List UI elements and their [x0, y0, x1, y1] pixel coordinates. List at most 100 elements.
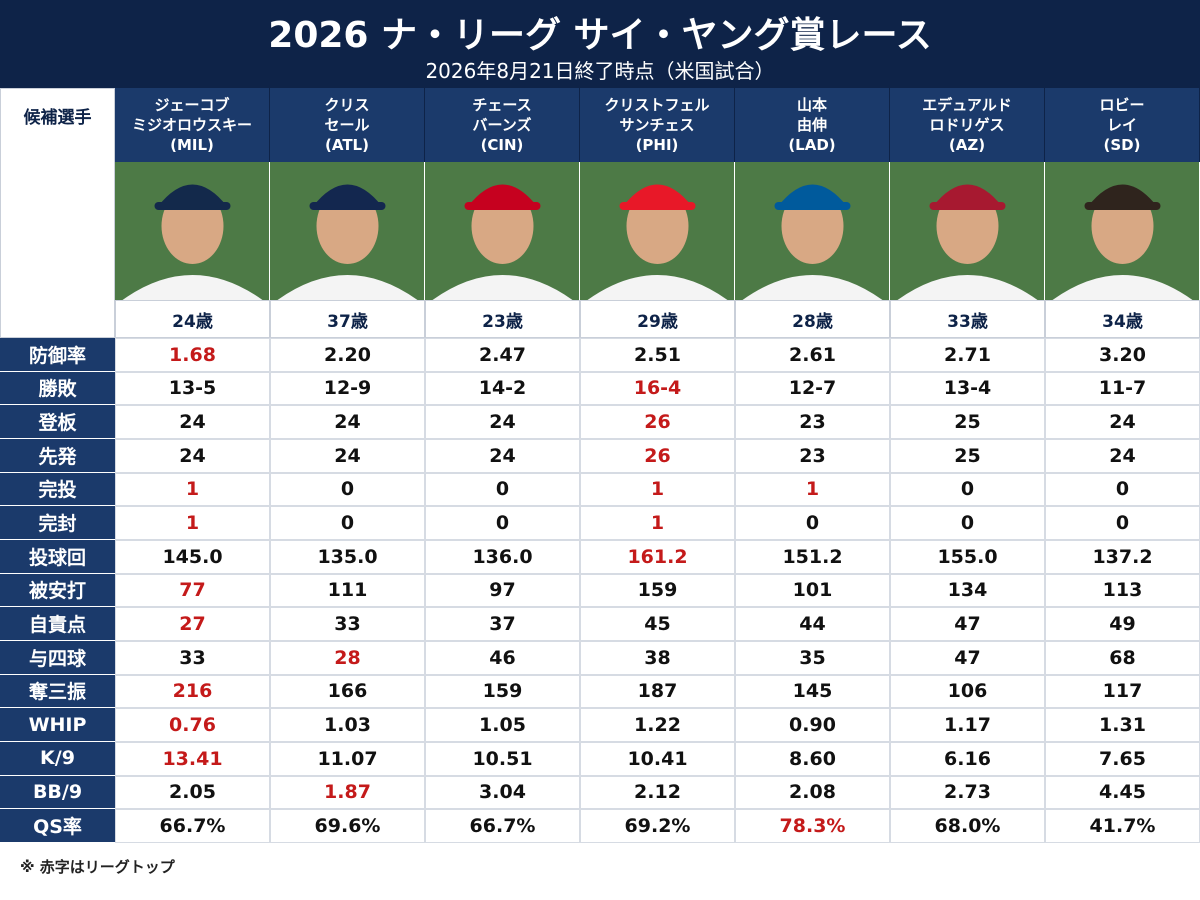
stat-cell: 26	[580, 405, 735, 439]
stat-cell: 0	[1045, 472, 1200, 507]
stat-cell: 216	[115, 674, 270, 709]
age-cell: 33歳	[890, 300, 1045, 338]
stat-cell: 38	[580, 641, 735, 675]
stat-cell: 101	[735, 573, 890, 608]
stat-cell: 25	[890, 439, 1045, 473]
player-photo	[425, 162, 580, 300]
player-name: レイ	[1106, 116, 1137, 134]
stat-cell: 24	[425, 439, 580, 473]
stat-cell: 117	[1045, 674, 1200, 709]
stat-cell: 135.0	[270, 540, 425, 574]
photo-figure	[122, 184, 263, 300]
stat-cell: 136.0	[425, 540, 580, 574]
stat-cell: 11-7	[1045, 371, 1200, 406]
stat-cell: 1	[115, 506, 270, 540]
stat-cell: 66.7%	[425, 809, 580, 843]
stat-cell: 145.0	[115, 540, 270, 574]
stat-cell: 0.76	[115, 708, 270, 742]
stat-cell: 69.2%	[580, 809, 735, 843]
stat-cell: 1.17	[890, 708, 1045, 742]
stat-cell: 24	[115, 439, 270, 473]
player-name: クリス	[324, 96, 370, 114]
stat-cell: 13.41	[115, 742, 270, 776]
player-name: 由伸	[796, 116, 827, 134]
row-label: 防御率	[0, 338, 115, 372]
stat-cell: 24	[1045, 405, 1200, 439]
stat-cell: 66.7%	[115, 809, 270, 843]
stat-cell: 0	[425, 506, 580, 540]
player-photo	[735, 162, 890, 300]
stat-cell: 106	[890, 674, 1045, 709]
stat-cell: 46	[425, 641, 580, 675]
stat-cell: 13-4	[890, 371, 1045, 406]
photo-figure	[277, 184, 418, 300]
stat-cell: 97	[425, 573, 580, 608]
player-name: 山本	[796, 96, 827, 114]
stat-cell: 111	[270, 573, 425, 608]
stat-cell: 1	[580, 472, 735, 507]
stat-cell: 11.07	[270, 742, 425, 776]
player-name: ロビー	[1099, 96, 1145, 114]
player-name: ミジオロウスキー	[131, 116, 252, 134]
stat-cell: 1.68	[115, 338, 270, 372]
stat-cell: 151.2	[735, 540, 890, 574]
stat-cell: 77	[115, 573, 270, 608]
photo-figure	[432, 184, 573, 300]
stat-cell: 10.51	[425, 742, 580, 776]
stat-cell: 41.7%	[1045, 809, 1200, 843]
photo-figure	[1052, 184, 1193, 300]
row-label: 奪三振	[0, 674, 115, 709]
player-name: クリストフェル	[604, 96, 710, 114]
player-name: チェース	[472, 96, 532, 114]
stat-cell: 1.05	[425, 708, 580, 742]
player-photo	[270, 162, 425, 300]
stat-cell: 16-4	[580, 371, 735, 406]
stat-cell: 0	[270, 472, 425, 507]
player-header: ジェーコブ ミジオロウスキー (MIL)	[115, 88, 270, 162]
stat-cell: 2.71	[890, 338, 1045, 372]
stat-cell: 25	[890, 405, 1045, 439]
stat-cell: 6.16	[890, 742, 1045, 776]
player-team: (ATL)	[325, 136, 369, 154]
stat-cell: 0.90	[735, 708, 890, 742]
stat-cell: 28	[270, 641, 425, 675]
stat-cell: 23	[735, 439, 890, 473]
player-photo	[115, 162, 270, 300]
stat-cell: 134	[890, 573, 1045, 608]
stat-cell: 2.51	[580, 338, 735, 372]
stat-cell: 113	[1045, 573, 1200, 608]
stat-cell: 0	[1045, 506, 1200, 540]
player-name: ロドリゲス	[929, 116, 1005, 134]
corner-cell: 候補選手	[0, 88, 115, 338]
row-label: 投球回	[0, 540, 115, 574]
player-photo	[1045, 162, 1200, 300]
subtitle: 2026年8月21日終了時点（米国試合）	[425, 58, 775, 83]
stat-cell: 0	[735, 506, 890, 540]
stat-cell: 155.0	[890, 540, 1045, 574]
stat-cell: 12-9	[270, 371, 425, 406]
stat-cell: 7.65	[1045, 742, 1200, 776]
stat-cell: 159	[580, 573, 735, 608]
row-label: 勝敗	[0, 371, 115, 406]
stat-cell: 13-5	[115, 371, 270, 406]
player-name: バーンズ	[472, 116, 532, 134]
row-label: 完投	[0, 472, 115, 507]
stat-cell: 0	[270, 506, 425, 540]
stat-cell: 1	[735, 472, 890, 507]
stat-cell: 2.47	[425, 338, 580, 372]
stat-cell: 24	[425, 405, 580, 439]
player-header: ロビー レイ (SD)	[1045, 88, 1200, 162]
row-label: 被安打	[0, 573, 115, 608]
stat-cell: 166	[270, 674, 425, 709]
row-label: QS率	[0, 809, 115, 843]
stat-cell: 3.20	[1045, 338, 1200, 372]
stat-cell: 3.04	[425, 775, 580, 810]
stat-cell: 69.6%	[270, 809, 425, 843]
stat-cell: 2.73	[890, 775, 1045, 810]
stat-cell: 187	[580, 674, 735, 709]
stat-cell: 26	[580, 439, 735, 473]
stat-cell: 145	[735, 674, 890, 709]
player-header: エデュアルド ロドリゲス (AZ)	[890, 88, 1045, 162]
row-label: 完封	[0, 506, 115, 540]
